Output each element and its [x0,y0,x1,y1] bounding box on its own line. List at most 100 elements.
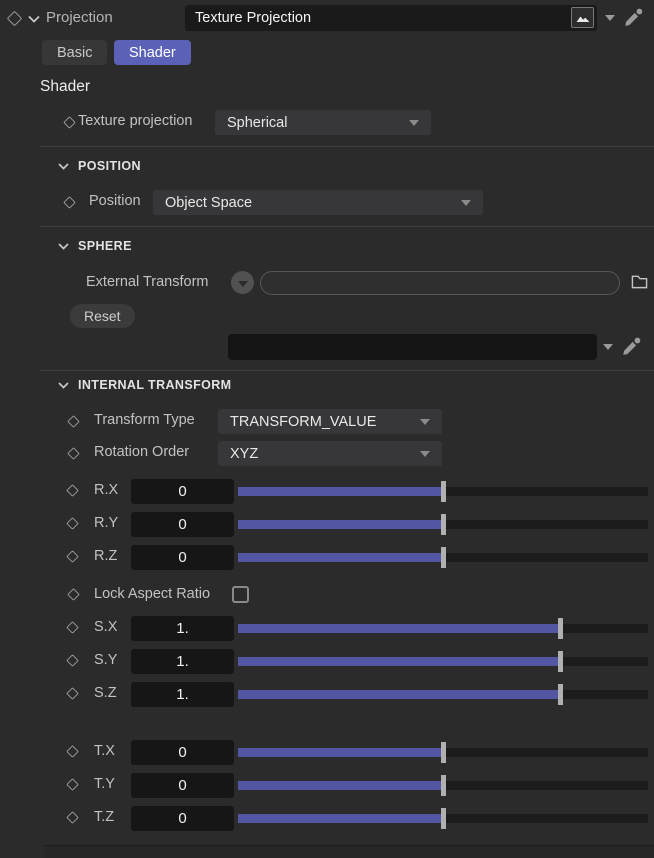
slider[interactable] [238,649,648,674]
sphere-section-title: SPHERE [78,239,132,253]
position-section-chevron-icon[interactable] [58,162,69,171]
collapse-node-chevron-icon[interactable] [28,14,40,24]
slider-handle[interactable] [441,775,446,796]
dropdown-caret-icon [420,451,430,457]
param-diamond-icon[interactable] [66,811,79,824]
position-param-diamond-icon[interactable] [63,196,76,209]
folder-browse-icon[interactable] [630,273,649,290]
thumbnail-button[interactable] [571,7,594,28]
param-diamond-icon[interactable] [66,621,79,634]
slider[interactable] [238,512,648,537]
param-diamond-icon[interactable] [66,484,79,497]
slider[interactable] [238,682,648,707]
param-diamond-icon[interactable] [66,687,79,700]
slider-param-label: T.Z [94,809,115,825]
texture-projection-param-diamond-icon[interactable] [63,116,76,129]
slider-handle[interactable] [441,514,446,535]
slider-value-input[interactable] [131,806,234,831]
external-transform-input[interactable] [260,271,620,295]
param-diamond-icon[interactable] [66,517,79,530]
slider-handle[interactable] [441,481,446,502]
position-section-title: POSITION [78,159,141,173]
slider-fill [238,781,443,790]
slider-param-row: T.Y [0,773,654,798]
tab-shader[interactable]: Shader [114,40,191,65]
eyedropper-icon[interactable] [620,335,643,361]
translate-slider-group: T.X T.Y T.Z [0,740,654,839]
lock-aspect-ratio-param-diamond-icon[interactable] [67,588,80,601]
slider-param-label: R.Z [94,548,118,564]
slider[interactable] [238,773,648,798]
param-diamond-icon[interactable] [66,745,79,758]
divider [40,146,654,147]
slider-fill [238,657,560,666]
internal-transform-section-chevron-icon[interactable] [58,381,69,390]
position-dropdown[interactable]: Object Space [153,190,483,215]
slider-value-input[interactable] [131,773,234,798]
reset-button[interactable]: Reset [70,304,135,328]
transform-type-label: Transform Type [94,412,195,428]
divider [40,370,654,371]
slider[interactable] [238,740,648,765]
dropdown-caret-icon [409,120,419,126]
name-history-dropdown-icon[interactable] [605,15,615,21]
slider-value-input[interactable] [131,616,234,641]
slider-param-row: S.Z [0,682,654,707]
slider[interactable] [238,479,648,504]
dropdown-caret-icon [420,419,430,425]
slider-param-row: S.X [0,616,654,641]
slider-fill [238,748,443,757]
param-diamond-icon[interactable] [66,778,79,791]
rotation-order-dropdown[interactable]: XYZ [218,441,442,466]
slider-value-input[interactable] [131,649,234,674]
node-name-input[interactable] [185,5,597,31]
node-name-field-wrap [185,5,597,31]
param-diamond-icon[interactable] [66,550,79,563]
slider-param-label: T.X [94,743,115,759]
rotation-order-param-diamond-icon[interactable] [67,447,80,460]
sphere-section-chevron-icon[interactable] [58,242,69,251]
slider-param-row: R.Z [0,545,654,570]
slider-handle[interactable] [557,651,563,672]
eyedropper-icon[interactable] [622,6,645,32]
node-state-diamond-icon[interactable] [6,10,23,27]
shader-heading: Shader [40,78,90,95]
texture-projection-dropdown[interactable]: Spherical [215,110,431,135]
slider-value-input[interactable] [131,740,234,765]
slider[interactable] [238,616,648,641]
param-diamond-icon[interactable] [66,654,79,667]
slider-value-input[interactable] [131,545,234,570]
slider-param-label: S.X [94,619,118,635]
slider-handle[interactable] [557,618,563,639]
internal-transform-section-title: INTERNAL TRANSFORM [78,378,232,392]
lock-aspect-ratio-checkbox[interactable] [232,586,249,603]
rotation-order-label: Rotation Order [94,444,190,460]
slider-param-row: R.Y [0,512,654,537]
slider-value-input[interactable] [131,682,234,707]
node-type-label: Projection [46,9,113,26]
slider-fill [238,690,560,699]
slider-value-input[interactable] [131,479,234,504]
shader-reference-dropdown-icon[interactable] [603,344,613,350]
lock-aspect-ratio-label: Lock Aspect Ratio [94,586,211,602]
transform-type-param-diamond-icon[interactable] [67,415,80,428]
next-section-edge [44,846,654,858]
slider-value-input[interactable] [131,512,234,537]
slider-handle[interactable] [441,808,446,829]
transform-type-dropdown[interactable]: TRANSFORM_VALUE [218,409,442,434]
texture-projection-label: Texture projection [78,113,193,129]
slider-fill [238,553,443,562]
slider[interactable] [238,806,648,831]
slider-handle[interactable] [557,684,563,705]
external-transform-options-button[interactable] [231,271,254,294]
shader-reference-input[interactable] [228,334,597,360]
slider-handle[interactable] [441,547,446,568]
slider-handle[interactable] [441,742,446,763]
rotate-slider-group: R.X R.Y R.Z [0,479,654,578]
dropdown-caret-icon [237,280,248,287]
slider-param-row: R.X [0,479,654,504]
divider [40,226,654,227]
slider[interactable] [238,545,648,570]
tab-basic[interactable]: Basic [42,40,108,65]
